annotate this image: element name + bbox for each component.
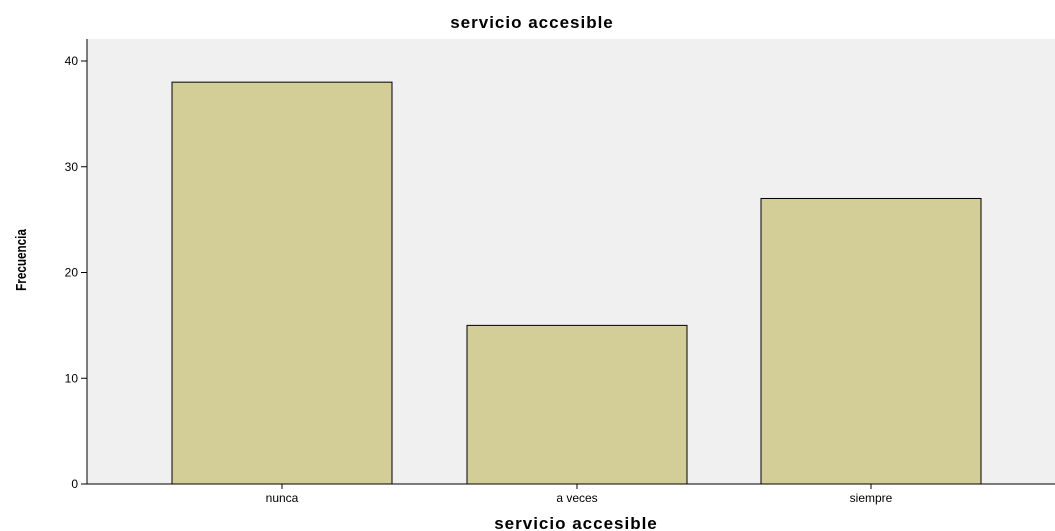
x-tick-label: a veces xyxy=(556,491,597,505)
y-ticks-group: 0 10 20 30 40 xyxy=(65,54,87,491)
x-tick-label: siempre xyxy=(850,491,893,505)
bar-a-veces xyxy=(466,324,688,485)
x-tick-label: nunca xyxy=(266,491,299,505)
bars-group xyxy=(171,81,982,485)
x-ticks-group: nunca a veces siempre xyxy=(266,484,893,505)
y-tick-label: 0 xyxy=(71,477,78,491)
y-tick-label: 40 xyxy=(65,54,79,68)
y-tick-label: 30 xyxy=(65,160,79,174)
bar-nunca xyxy=(171,81,393,485)
chart-title: servicio accesible xyxy=(450,13,614,32)
y-axis-label: Frecuencia xyxy=(13,229,30,291)
y-tick-label: 20 xyxy=(65,266,79,280)
bar-siempre xyxy=(760,197,982,485)
y-tick-label: 10 xyxy=(65,371,79,385)
x-axis-label: servicio accesible xyxy=(494,514,658,531)
